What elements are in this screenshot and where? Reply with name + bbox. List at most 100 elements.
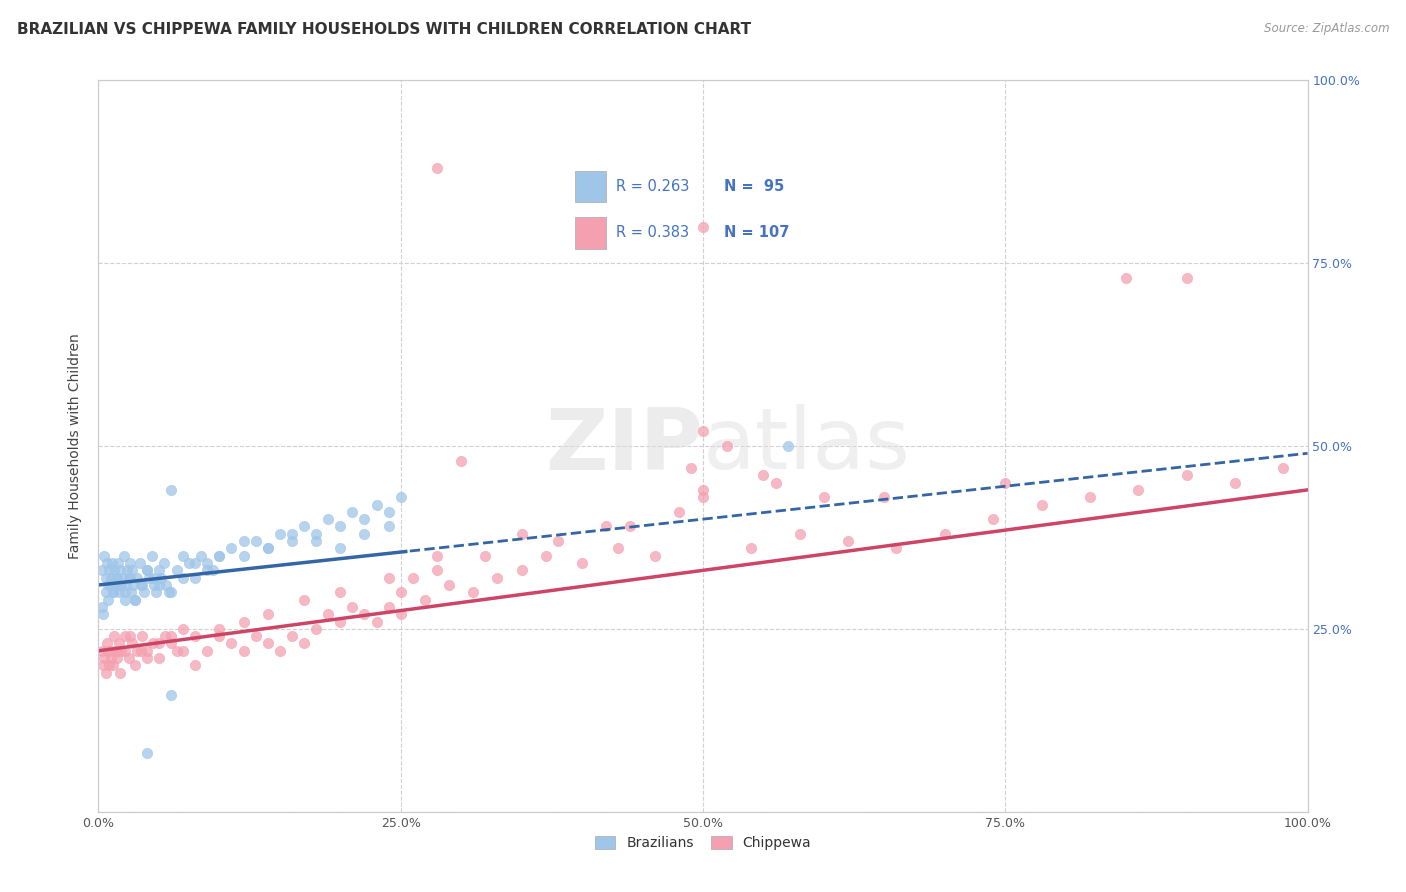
FancyBboxPatch shape <box>575 217 606 249</box>
Point <box>110 644 132 658</box>
Point <box>377 571 399 585</box>
Point <box>114 644 136 658</box>
Point <box>96 556 118 570</box>
Point <box>131 578 153 592</box>
Point <box>607 541 630 556</box>
Point <box>135 651 157 665</box>
Point <box>692 425 714 439</box>
Point <box>256 541 278 556</box>
Point <box>172 644 194 658</box>
Point <box>172 571 194 585</box>
Point <box>129 644 152 658</box>
Point <box>143 578 166 592</box>
Text: R = 0.383: R = 0.383 <box>616 225 689 240</box>
Point <box>644 549 666 563</box>
Point <box>100 578 122 592</box>
Point <box>305 534 328 549</box>
Point <box>981 512 1004 526</box>
Point <box>692 483 714 497</box>
Point <box>184 658 207 673</box>
Text: ZIP: ZIP <box>546 404 703 488</box>
Point <box>377 599 399 614</box>
Point <box>91 563 114 577</box>
Point <box>121 563 143 577</box>
Text: N = 107: N = 107 <box>724 225 789 240</box>
Point <box>145 585 167 599</box>
Point <box>160 483 183 497</box>
Point <box>426 549 449 563</box>
Point <box>426 161 449 175</box>
Point <box>96 636 118 650</box>
Point <box>129 578 152 592</box>
Point <box>100 644 122 658</box>
Point <box>97 578 120 592</box>
Point <box>114 629 136 643</box>
Text: N =  95: N = 95 <box>724 179 785 194</box>
Point <box>118 571 141 585</box>
Point <box>716 439 738 453</box>
Point <box>221 636 243 650</box>
Point <box>195 556 218 570</box>
Point <box>547 534 569 549</box>
Point <box>128 556 150 570</box>
Point <box>91 658 114 673</box>
Point <box>994 475 1017 490</box>
Point <box>510 526 533 541</box>
Point <box>195 644 218 658</box>
Point <box>135 746 157 760</box>
Point <box>124 658 146 673</box>
Point <box>366 615 388 629</box>
Point <box>108 585 131 599</box>
Point <box>166 563 188 577</box>
Point <box>353 526 375 541</box>
Point <box>316 512 339 526</box>
Point <box>1272 461 1295 475</box>
Point <box>1175 468 1198 483</box>
Point <box>208 549 231 563</box>
Point <box>1128 483 1150 497</box>
Point <box>121 636 143 650</box>
Point <box>115 578 138 592</box>
Point <box>305 622 328 636</box>
Point <box>245 534 267 549</box>
Point <box>292 519 315 533</box>
Legend: Brazilians, Chippewa: Brazilians, Chippewa <box>589 830 817 856</box>
Point <box>94 585 117 599</box>
Point <box>813 490 835 504</box>
Text: Source: ZipAtlas.com: Source: ZipAtlas.com <box>1264 22 1389 36</box>
Point <box>450 453 472 467</box>
Point <box>184 629 207 643</box>
Point <box>776 439 799 453</box>
Point <box>245 629 267 643</box>
Point <box>153 629 176 643</box>
Point <box>122 578 145 592</box>
Point <box>142 636 165 650</box>
Point <box>413 592 436 607</box>
Point <box>160 688 183 702</box>
Point <box>94 665 117 680</box>
Point <box>148 563 170 577</box>
Point <box>269 526 291 541</box>
Point <box>208 622 231 636</box>
Point <box>118 629 141 643</box>
Point <box>108 636 131 650</box>
Point <box>316 607 339 622</box>
Point <box>353 607 375 622</box>
Point <box>329 615 352 629</box>
Point <box>668 505 690 519</box>
Point <box>93 651 115 665</box>
Point <box>208 549 231 563</box>
Point <box>281 534 304 549</box>
Text: atlas: atlas <box>703 404 911 488</box>
Point <box>114 585 136 599</box>
Point <box>595 519 617 533</box>
Point <box>426 563 449 577</box>
Point <box>120 585 142 599</box>
Point <box>305 526 328 541</box>
Point <box>184 556 207 570</box>
Point <box>1223 475 1246 490</box>
Point <box>232 615 254 629</box>
Point <box>195 563 218 577</box>
Point <box>108 563 131 577</box>
Point <box>172 622 194 636</box>
